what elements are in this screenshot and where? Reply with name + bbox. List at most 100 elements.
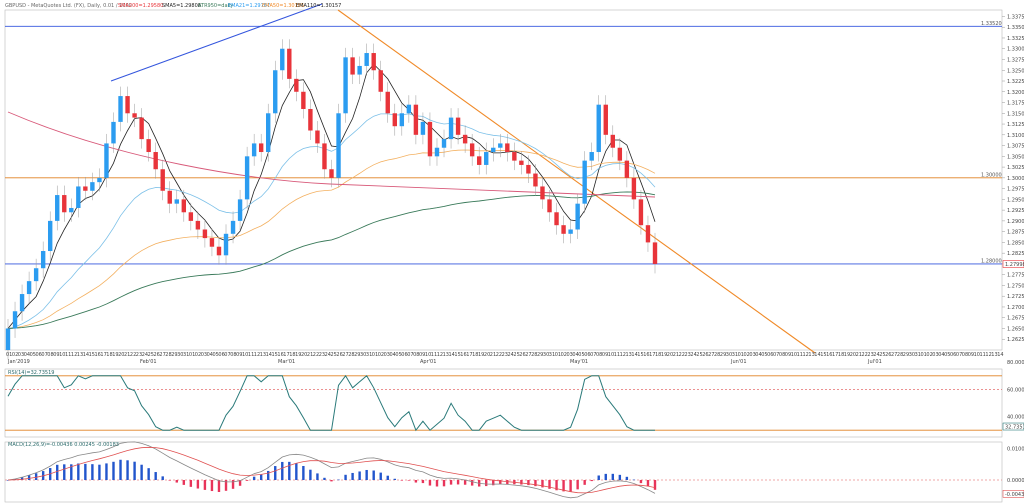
rsi-line[interactable] bbox=[7, 374, 655, 432]
candle-body[interactable] bbox=[294, 78, 299, 92]
candle-body[interactable] bbox=[280, 48, 285, 71]
candle-body[interactable] bbox=[111, 121, 116, 144]
candle-body[interactable] bbox=[69, 207, 74, 213]
candle-body[interactable] bbox=[596, 104, 601, 153]
candle-body[interactable] bbox=[371, 53, 376, 71]
candle-body[interactable] bbox=[223, 233, 229, 256]
candle-body[interactable] bbox=[603, 104, 608, 135]
candle-body[interactable] bbox=[258, 143, 264, 153]
candle-body[interactable] bbox=[287, 48, 292, 79]
candle-body[interactable] bbox=[350, 57, 355, 75]
candle-body[interactable] bbox=[533, 173, 538, 187]
candle-body[interactable] bbox=[526, 164, 531, 174]
candle-body[interactable] bbox=[12, 311, 18, 329]
candle-body[interactable] bbox=[385, 91, 390, 114]
candle-body[interactable] bbox=[399, 113, 405, 127]
candle-body[interactable] bbox=[568, 229, 573, 234]
candle-body[interactable] bbox=[132, 113, 137, 118]
candle-body[interactable] bbox=[336, 113, 341, 178]
candle-body[interactable] bbox=[392, 113, 397, 127]
candle-body[interactable] bbox=[427, 121, 433, 157]
candle-body[interactable] bbox=[505, 143, 510, 153]
candle-body[interactable] bbox=[322, 143, 327, 170]
candle-body[interactable] bbox=[273, 70, 278, 114]
candle-body[interactable] bbox=[638, 199, 644, 226]
candle-body[interactable] bbox=[364, 53, 369, 66]
candle-body[interactable] bbox=[209, 238, 215, 247]
candle-body[interactable] bbox=[19, 294, 25, 312]
candle-body[interactable] bbox=[434, 147, 440, 157]
candle-body[interactable] bbox=[484, 152, 489, 165]
candle-body[interactable] bbox=[582, 160, 587, 204]
candle-body[interactable] bbox=[5, 328, 11, 350]
candle-body[interactable] bbox=[62, 195, 67, 213]
candle-body[interactable] bbox=[26, 281, 32, 295]
candle-body[interactable] bbox=[413, 104, 419, 135]
candle-body[interactable] bbox=[554, 212, 559, 226]
candle-body[interactable] bbox=[230, 220, 236, 234]
candle-body[interactable] bbox=[139, 117, 144, 140]
candle-body[interactable] bbox=[406, 104, 412, 114]
candle-body[interactable] bbox=[455, 117, 461, 135]
candle-body[interactable] bbox=[146, 139, 151, 153]
candle-body[interactable] bbox=[462, 134, 468, 144]
candle-body[interactable] bbox=[251, 143, 257, 157]
candle-body[interactable] bbox=[561, 225, 566, 234]
candle-body[interactable] bbox=[610, 134, 616, 148]
candle-body[interactable] bbox=[575, 203, 580, 230]
candle-body[interactable] bbox=[55, 195, 60, 221]
candle-body[interactable] bbox=[308, 108, 313, 131]
candle-body[interactable] bbox=[378, 70, 383, 92]
candle-body[interactable] bbox=[420, 121, 426, 135]
macd-line[interactable] bbox=[7, 441, 656, 499]
candle-body[interactable] bbox=[512, 152, 517, 161]
candle-body[interactable] bbox=[519, 160, 524, 165]
candle-body[interactable] bbox=[631, 177, 637, 200]
candle-body[interactable] bbox=[589, 152, 594, 161]
uptrend-line[interactable] bbox=[110, 3, 323, 82]
candle-body[interactable] bbox=[469, 143, 475, 157]
candle-body[interactable] bbox=[547, 199, 552, 213]
candle-body[interactable] bbox=[195, 220, 201, 230]
candle-body[interactable] bbox=[617, 147, 623, 161]
candle-body[interactable] bbox=[202, 229, 208, 239]
candle-body[interactable] bbox=[97, 177, 102, 183]
candle-body[interactable] bbox=[624, 160, 630, 178]
candle-body[interactable] bbox=[76, 186, 81, 208]
candle-body[interactable] bbox=[315, 130, 320, 144]
candle-body[interactable] bbox=[90, 182, 95, 191]
candle-body[interactable] bbox=[237, 199, 243, 221]
candle-body[interactable] bbox=[33, 268, 39, 282]
candle-body[interactable] bbox=[645, 225, 651, 243]
date-tick-label: 29 bbox=[171, 352, 177, 358]
candle-body[interactable] bbox=[153, 152, 158, 170]
candle-body[interactable] bbox=[540, 186, 545, 200]
candle-body[interactable] bbox=[244, 156, 250, 200]
candle-body[interactable] bbox=[498, 143, 503, 148]
candle-body[interactable] bbox=[343, 57, 348, 114]
candle-body[interactable] bbox=[188, 212, 194, 221]
candle-body[interactable] bbox=[441, 139, 447, 148]
candle-body[interactable] bbox=[40, 251, 46, 269]
candle-body[interactable] bbox=[104, 143, 109, 178]
candle-body[interactable] bbox=[266, 113, 271, 153]
candle-body[interactable] bbox=[174, 199, 179, 204]
candle-body[interactable] bbox=[167, 190, 172, 204]
candle-body[interactable] bbox=[83, 186, 88, 191]
downtrend-line[interactable] bbox=[337, 9, 816, 354]
candle-body[interactable] bbox=[125, 96, 130, 114]
candle-body[interactable] bbox=[47, 220, 53, 252]
candle-body[interactable] bbox=[491, 147, 496, 153]
candle-body[interactable] bbox=[118, 96, 123, 122]
candle-body[interactable] bbox=[448, 117, 454, 140]
candle-body[interactable] bbox=[301, 91, 306, 109]
candle-body[interactable] bbox=[476, 156, 482, 165]
macd-signal-line[interactable] bbox=[7, 446, 656, 494]
candle-body[interactable] bbox=[357, 65, 362, 75]
candle-body[interactable] bbox=[329, 169, 334, 178]
candle-body[interactable] bbox=[652, 242, 658, 264]
candle-body[interactable] bbox=[181, 199, 187, 213]
candle-body[interactable] bbox=[216, 246, 222, 256]
candle-body[interactable] bbox=[160, 169, 165, 191]
